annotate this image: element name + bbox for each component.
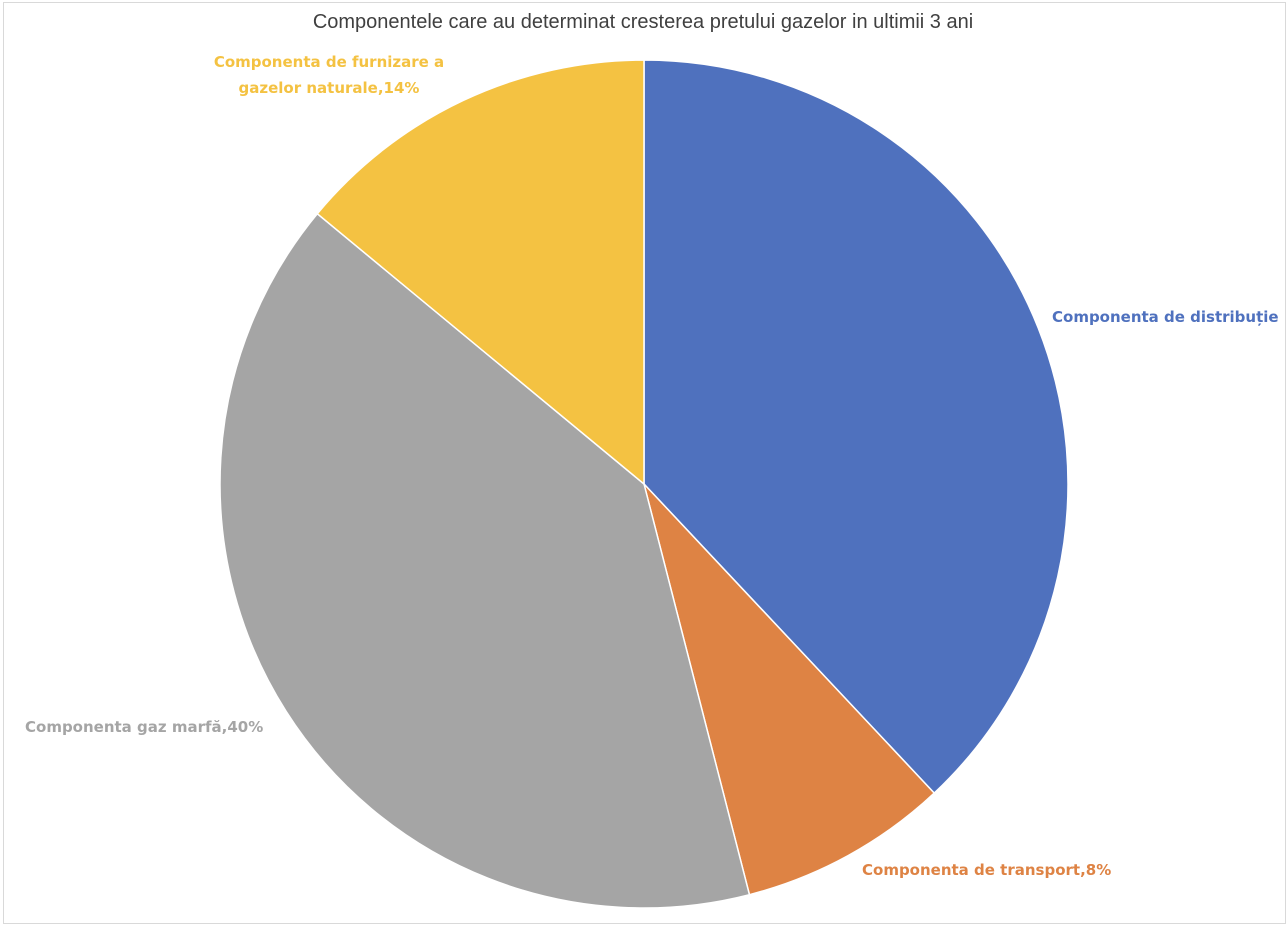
data-label-line: Componenta de distribuție bbox=[1052, 308, 1279, 326]
pie-slice-3[interactable] bbox=[219, 212, 751, 909]
data-label-2: Componenta de transport,8% bbox=[862, 861, 1111, 879]
data-label-1: Componenta de distribuție bbox=[1052, 308, 1279, 326]
data-labels: Componenta de distribuție Componenta de t… bbox=[25, 53, 1279, 879]
data-label-line: Componenta de transport,8% bbox=[862, 861, 1111, 879]
pie-slice-2[interactable] bbox=[643, 483, 936, 896]
data-label-line: Componenta gaz marfă,40% bbox=[25, 718, 263, 736]
chart-title: Componentele care au determinat crestere… bbox=[313, 11, 973, 33]
pie-slices bbox=[219, 59, 1069, 909]
data-label-4: Componenta de furnizare a gazelor natural… bbox=[214, 53, 444, 97]
pie-slice-1[interactable] bbox=[643, 59, 1069, 795]
data-label-3: Componenta gaz marfă,40% bbox=[25, 718, 263, 736]
pie-slice-4[interactable] bbox=[316, 59, 645, 486]
data-label-line: gazelor naturale,14% bbox=[239, 79, 420, 97]
data-label-line: Componenta de furnizare a bbox=[214, 53, 444, 71]
